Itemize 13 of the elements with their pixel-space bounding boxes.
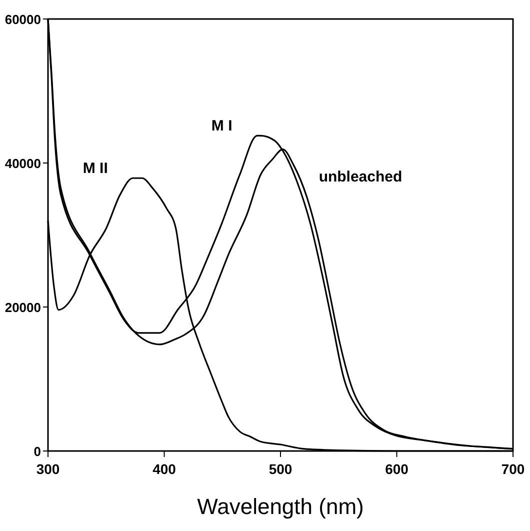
y-tick-label: 40000	[4, 156, 41, 171]
series-label: M II	[82, 160, 108, 178]
x-tick-label: 400	[152, 461, 176, 477]
y-tick-label: 60000	[4, 12, 41, 27]
series-label: unbleached	[318, 168, 402, 186]
x-tick-label: 600	[385, 461, 409, 477]
y-tick-label: 20000	[4, 300, 41, 315]
series-label: M I	[211, 118, 232, 135]
x-tick-label: 500	[268, 461, 292, 477]
x-tick-label: 700	[501, 461, 525, 477]
x-tick-label: 300	[36, 461, 60, 477]
x-axis-title: Wavelength (nm)	[197, 494, 364, 519]
y-tick-label: 0	[34, 444, 41, 459]
